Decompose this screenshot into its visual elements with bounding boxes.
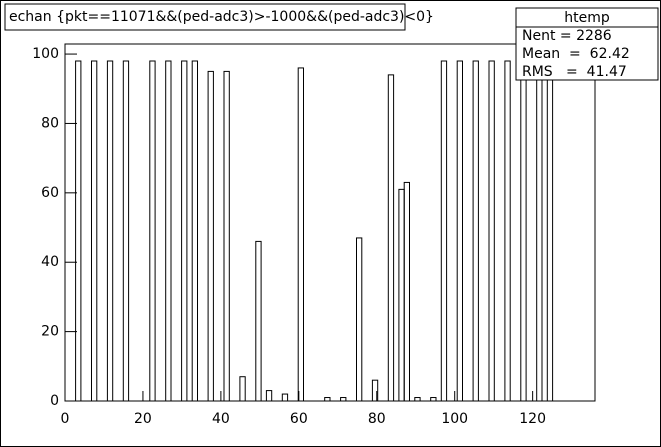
x-tick-label: 60 (290, 411, 308, 427)
bar (430, 397, 437, 402)
y-tick-label: 0 (50, 393, 59, 409)
bar (340, 397, 347, 402)
bar (414, 397, 421, 402)
bar (75, 60, 82, 402)
stats-name: htemp (564, 10, 610, 26)
stats-line: Mean = 62.42 (522, 46, 630, 62)
bar (488, 60, 495, 402)
bar (281, 393, 289, 402)
x-tick-label: 20 (134, 411, 152, 427)
bar (371, 379, 379, 402)
y-tick-label: 100 (32, 46, 59, 62)
bar (165, 60, 172, 402)
y-tick-label: 20 (41, 324, 59, 340)
bar (472, 60, 479, 402)
bar (440, 60, 448, 402)
plot-frame (64, 43, 596, 402)
x-tick-label: 80 (368, 411, 386, 427)
stats-box (515, 7, 659, 81)
bar (504, 60, 511, 402)
bar (122, 60, 130, 402)
x-tick-label: 40 (212, 411, 230, 427)
bar (456, 60, 464, 402)
bar (91, 60, 98, 402)
bar (403, 181, 411, 402)
bar (255, 240, 262, 402)
y-tick-label: 80 (41, 115, 59, 131)
stats-line: Nent = 2286 (522, 28, 612, 44)
bar (191, 60, 198, 402)
bar (324, 397, 331, 402)
bar (106, 60, 114, 402)
stats-line: RMS = 41.47 (522, 64, 627, 80)
bar (181, 60, 188, 402)
bar (356, 237, 363, 402)
x-tick-label: 0 (61, 411, 70, 427)
bar (207, 70, 214, 402)
bar (387, 74, 395, 402)
bar (265, 390, 273, 402)
bar (239, 376, 246, 402)
bar (297, 67, 305, 402)
x-tick-label: 100 (441, 411, 468, 427)
title-box (4, 3, 406, 31)
bar (149, 60, 156, 402)
chart-title: echan {pkt==11071&&(ped-adc3)>-1000&&(pe… (9, 9, 434, 25)
y-tick-label: 60 (41, 185, 59, 201)
y-tick-label: 40 (41, 254, 59, 270)
bar (223, 70, 230, 402)
x-tick-label: 120 (519, 411, 546, 427)
